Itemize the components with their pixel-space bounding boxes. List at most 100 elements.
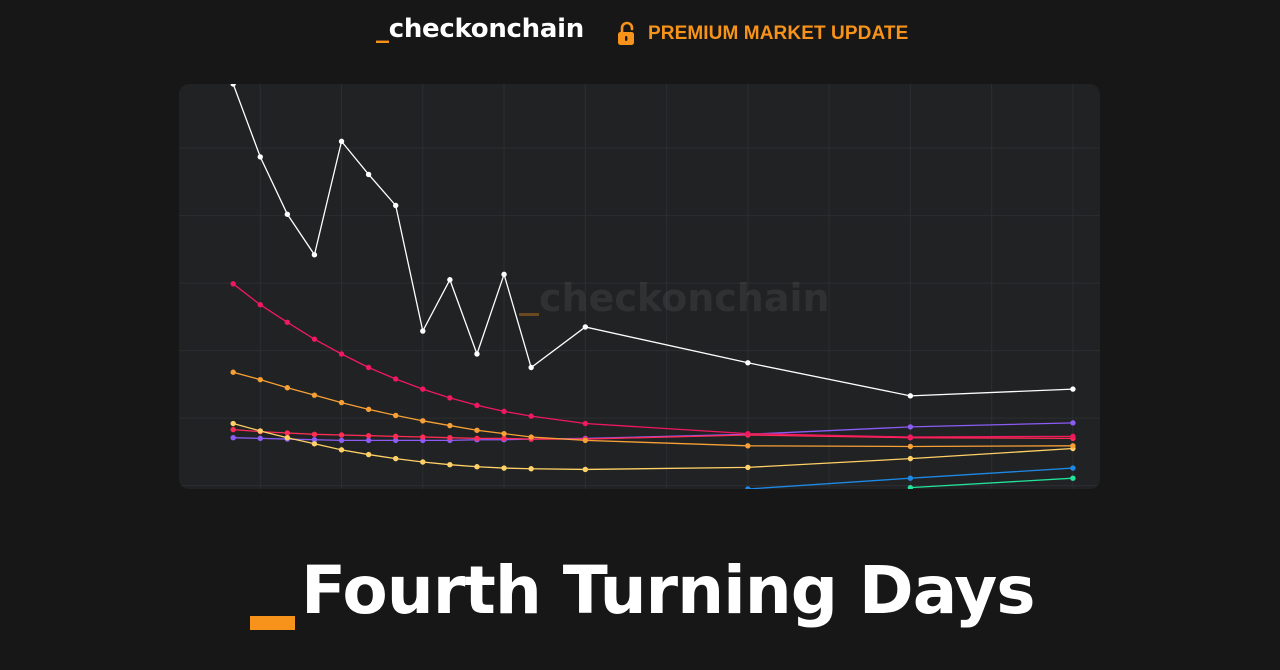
data-point[interactable] [907,484,914,489]
data-point[interactable] [907,455,914,462]
data-point[interactable] [311,441,318,447]
watermark-text: checkonchain [539,276,830,320]
data-point[interactable] [230,369,236,375]
data-point[interactable] [365,364,372,371]
brand-logo[interactable]: _checkonchain [376,14,584,44]
data-point[interactable] [311,431,318,438]
data-point[interactable] [907,393,914,399]
data-point[interactable] [501,271,507,278]
data-point[interactable] [501,435,507,442]
data-point[interactable] [582,466,589,473]
data-point[interactable] [393,412,399,419]
data-point[interactable] [907,434,914,440]
series-line [232,84,1073,397]
data-point[interactable] [745,360,751,366]
data-point[interactable] [311,336,318,342]
data-point[interactable] [393,433,399,440]
data-point[interactable] [745,443,751,449]
data-point[interactable] [1070,465,1076,471]
data-point[interactable] [338,437,345,444]
data-point[interactable] [284,211,291,217]
data-point[interactable] [745,486,751,489]
data-point[interactable] [257,376,263,383]
data-point[interactable] [907,443,914,450]
series-7 [745,465,1076,489]
data-point[interactable] [365,171,372,178]
data-point[interactable] [582,437,589,444]
data-point[interactable] [420,434,426,440]
data-point[interactable] [447,462,453,468]
data-point[interactable] [257,154,263,160]
data-point[interactable] [1070,420,1076,426]
data-point[interactable] [338,351,345,357]
data-point[interactable] [393,437,399,444]
data-point[interactable] [447,422,453,429]
data-point[interactable] [230,420,236,427]
data-point[interactable] [528,364,534,371]
chart-series [230,84,1076,489]
data-point[interactable] [420,328,426,334]
data-point[interactable] [257,435,263,442]
data-point[interactable] [582,324,589,330]
data-point[interactable] [501,408,507,415]
data-point[interactable] [501,465,507,471]
brand-underscore: _ [376,14,389,44]
data-point[interactable] [311,252,318,258]
data-point[interactable] [474,435,480,442]
data-point[interactable] [745,464,751,471]
data-point[interactable] [1070,433,1076,440]
data-point[interactable] [257,428,263,434]
data-point[interactable] [230,84,236,87]
premium-badge[interactable]: PREMIUM MARKET UPDATE [616,20,908,48]
data-point[interactable] [420,459,426,465]
data-point[interactable] [365,451,372,458]
data-point[interactable] [745,430,751,437]
data-point[interactable] [907,475,914,481]
data-point[interactable] [420,386,426,392]
data-point[interactable] [311,392,318,398]
data-point[interactable] [393,455,399,462]
data-point[interactable] [257,302,263,308]
data-point[interactable] [230,426,236,433]
data-point[interactable] [393,202,399,209]
data-point[interactable] [284,430,291,436]
series-5 [230,426,1076,442]
data-point[interactable] [528,466,534,472]
data-point[interactable] [338,432,345,438]
data-point[interactable] [420,418,426,424]
data-point[interactable] [1070,475,1076,481]
data-point[interactable] [284,435,291,441]
chart-watermark: checkonchain [519,276,830,320]
data-point[interactable] [365,437,372,444]
data-point[interactable] [338,447,345,453]
data-point[interactable] [284,385,291,391]
data-point[interactable] [474,351,480,357]
series-8 [907,475,1076,489]
data-point[interactable] [311,437,318,443]
data-point[interactable] [1070,386,1076,392]
data-point[interactable] [474,402,480,408]
data-point[interactable] [365,406,372,413]
data-point[interactable] [365,432,372,439]
data-point[interactable] [447,435,453,441]
data-point[interactable] [528,413,534,419]
series-line [232,283,1073,438]
data-point[interactable] [447,277,453,283]
data-point[interactable] [1070,443,1076,449]
data-point[interactable] [501,430,507,437]
data-point[interactable] [230,281,236,287]
headline-accent-bar [250,616,295,630]
data-point[interactable] [230,435,236,441]
data-point[interactable] [338,138,345,145]
data-point[interactable] [907,424,914,430]
data-point[interactable] [582,420,589,427]
data-point[interactable] [284,319,291,325]
data-point[interactable] [338,399,345,406]
data-point[interactable] [528,434,534,440]
data-point[interactable] [474,427,480,433]
series-line [233,371,1073,448]
series-1 [230,84,1076,399]
data-point[interactable] [393,376,399,382]
data-point[interactable] [474,464,480,470]
data-point[interactable] [447,395,453,401]
